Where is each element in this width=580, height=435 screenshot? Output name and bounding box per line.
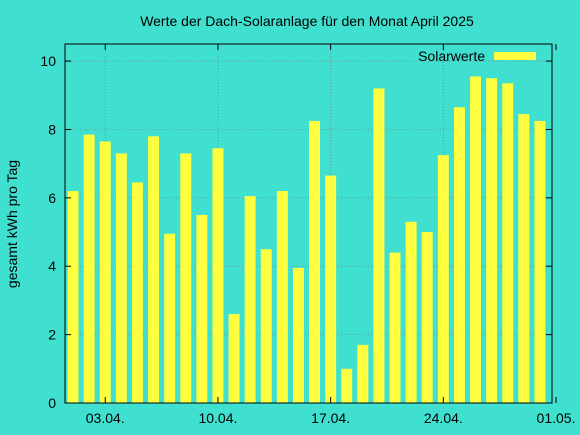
bar	[244, 196, 256, 403]
bar	[276, 191, 288, 403]
y-tick-label: 4	[48, 258, 56, 274]
bar	[453, 107, 465, 403]
bar	[309, 120, 321, 403]
x-axis-ticks: 03.04. 10.04. 17.04. 24.04. 01.05.	[86, 44, 576, 426]
bar	[373, 88, 385, 403]
bar	[341, 368, 353, 403]
bars	[67, 76, 546, 404]
y-tick-label: 10	[40, 53, 56, 69]
bar	[437, 155, 449, 403]
bar	[421, 232, 433, 403]
bar	[67, 191, 79, 403]
legend-label: Solarwerte	[418, 48, 485, 64]
bar	[486, 78, 498, 403]
bar	[325, 175, 337, 403]
bar	[228, 314, 240, 403]
y-tick-label: 2	[48, 327, 56, 343]
x-tick-label: 17.04.	[311, 410, 350, 426]
bar	[292, 267, 304, 403]
bar	[502, 83, 514, 404]
x-tick-label: 03.04.	[86, 410, 125, 426]
x-tick-label: 24.04.	[424, 410, 463, 426]
y-tick-label: 8	[48, 121, 56, 137]
y-axis-ticks: 0 2 4 6 8 10	[40, 53, 552, 411]
bar	[148, 136, 160, 404]
bar	[357, 344, 369, 403]
bar	[518, 114, 530, 403]
bar	[260, 249, 272, 403]
bar	[389, 252, 401, 403]
y-tick-label: 0	[48, 395, 56, 411]
bar	[196, 214, 208, 403]
x-tick-label: 10.04.	[198, 410, 237, 426]
bar	[115, 153, 127, 403]
bar	[470, 76, 482, 403]
chart-title: Werte der Dach-Solaranlage für den Monat…	[140, 13, 474, 29]
legend-swatch	[494, 52, 536, 60]
y-tick-label: 6	[48, 190, 56, 206]
legend: Solarwerte	[418, 48, 536, 64]
bar	[83, 134, 95, 403]
y-axis-label: gesamt kWh pro Tag	[4, 160, 20, 288]
bar	[164, 233, 176, 403]
plot-frame	[64, 43, 553, 404]
bar	[534, 120, 546, 403]
bar	[405, 221, 417, 403]
bar	[131, 182, 143, 403]
x-tick-label: 01.05.	[537, 410, 576, 426]
bar	[212, 148, 224, 403]
bar	[99, 141, 111, 403]
bar	[180, 153, 192, 403]
